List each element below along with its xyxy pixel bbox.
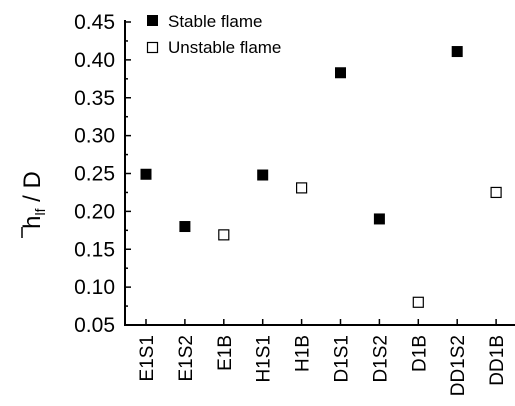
legend: Stable flame Unstable flame — [146, 12, 281, 57]
data-point-stable — [140, 168, 152, 180]
data-point-unstable — [296, 182, 308, 194]
svg-text:hlf / D: hlf / D — [19, 171, 48, 229]
data-point-unstable — [412, 296, 424, 308]
y-tick-label: 0.35 — [74, 87, 115, 110]
legend-marker-unstable — [146, 41, 159, 54]
x-tick-label: DD1B — [487, 335, 508, 386]
y-tick-label: 0.40 — [74, 49, 115, 72]
data-point-stable — [257, 169, 269, 181]
x-tick-label: DD1S2 — [448, 335, 469, 396]
x-tick-label: E1S1 — [137, 335, 158, 381]
x-tick-label: D1B — [409, 335, 430, 372]
plot-area: 0.05 0.10 0.15 0.20 0.25 0.30 0.35 0.40 0.45 E1S1… — [74, 11, 515, 396]
y-tick-label: 0.05 — [74, 314, 115, 337]
y-tick-label: 0.10 — [74, 276, 115, 299]
y-axis-label-main: h — [19, 215, 46, 228]
y-axis-label-rest: / D — [19, 171, 46, 208]
y-tick-label: 0.15 — [74, 238, 115, 261]
data-point-stable — [335, 67, 346, 79]
x-tick-label: H1B — [293, 335, 314, 372]
x-tick-label: E1B — [215, 335, 236, 371]
data-point-stable — [373, 213, 385, 225]
x-tick-label: E1S2 — [176, 335, 197, 381]
legend-marker-stable — [147, 15, 158, 26]
y-axis-label: hlf / D — [19, 171, 48, 238]
legend-label-stable: Stable flame — [168, 12, 263, 31]
data-point-unstable — [218, 229, 230, 241]
y-tick-label: 0.45 — [74, 11, 115, 34]
legend-label-unstable: Unstable flame — [168, 38, 281, 57]
y-axis-label-subscript: lf — [32, 208, 48, 215]
data-point-stable — [451, 46, 463, 58]
y-tick-label: 0.25 — [74, 163, 115, 186]
data-point-unstable — [490, 186, 502, 199]
x-tick-label: D1S2 — [370, 335, 391, 383]
y-tick-label: 0.30 — [74, 125, 115, 148]
x-tick-label: H1S1 — [254, 335, 275, 383]
data-point-stable — [179, 221, 191, 233]
y-tick-label: 0.20 — [74, 200, 115, 223]
x-tick-label: D1S1 — [332, 335, 353, 383]
